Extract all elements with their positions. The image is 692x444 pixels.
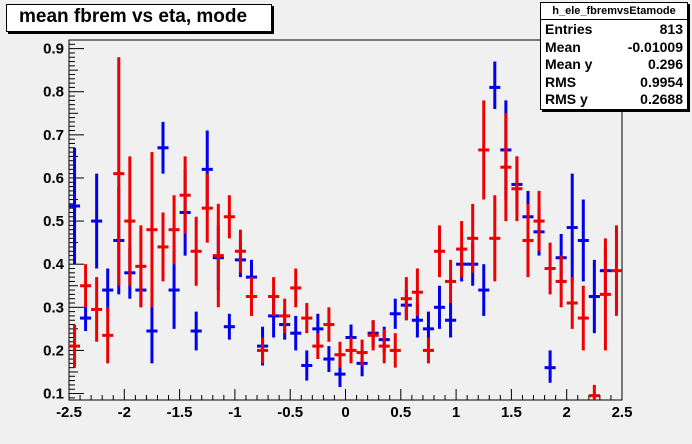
y-tick-label: 0.6	[43, 170, 64, 187]
stats-row-rms-y: RMS y 0.2688	[541, 90, 687, 108]
series-red	[69, 57, 622, 400]
stats-histogram-name: h_ele_fbremvsEtamode	[541, 3, 687, 20]
x-tick-label: -2	[118, 404, 131, 421]
x-axis: -2.5 -2 -1.5 -1 -0.5 0 0.5 1 1.5 2 2.5	[56, 389, 632, 421]
stats-key: Entries	[545, 21, 593, 37]
plot-frame	[68, 39, 623, 401]
stats-value: 0.9954	[640, 73, 683, 90]
x-tick-label: 0	[341, 404, 349, 421]
stats-key: Mean	[545, 38, 581, 55]
x-tick-label: -2.5	[56, 404, 82, 421]
y-tick-label: 0.3	[43, 299, 64, 316]
x-tick-label: 1.5	[501, 404, 522, 421]
x-tick-label: -1.5	[167, 404, 193, 421]
y-tick-label: 0.1	[43, 386, 64, 403]
stats-value: 0.2688	[640, 91, 683, 108]
y-tick-label: 0.8	[43, 84, 64, 101]
x-tick-label: 1	[452, 404, 460, 421]
y-tick-label: 0.5	[43, 213, 64, 230]
stats-value: 0.296	[647, 56, 683, 73]
stats-value: -0.01009	[627, 38, 683, 55]
y-tick-label: 0.7	[43, 127, 64, 144]
stats-box: h_ele_fbremvsEtamode Entries 813 Mean -0…	[540, 2, 688, 110]
y-tick-label: 0.4	[43, 256, 65, 273]
y-tick-label: 0.9	[43, 41, 64, 58]
stats-key: RMS y	[545, 91, 588, 108]
x-tick-label: 2.5	[612, 404, 633, 421]
chart-title-box: mean fbrem vs eta, mode	[6, 4, 272, 32]
stats-row-mean-y: Mean y 0.296	[541, 55, 687, 73]
data-marks	[69, 57, 622, 400]
x-tick-label: 0.5	[390, 404, 411, 421]
stats-key: Mean y	[545, 56, 593, 73]
x-tick-label: 2	[563, 404, 571, 421]
stats-row-rms: RMS 0.9954	[541, 73, 687, 91]
stats-row-entries: Entries 813	[541, 20, 687, 38]
x-tick-label: -0.5	[277, 404, 303, 421]
y-tick-label: 0.2	[43, 342, 64, 359]
stats-value: 813	[659, 21, 683, 37]
stats-row-mean: Mean -0.01009	[541, 38, 687, 56]
chart-title: mean fbrem vs eta, mode	[19, 6, 248, 27]
stats-key: RMS	[545, 73, 577, 90]
x-tick-label: -1	[228, 404, 241, 421]
